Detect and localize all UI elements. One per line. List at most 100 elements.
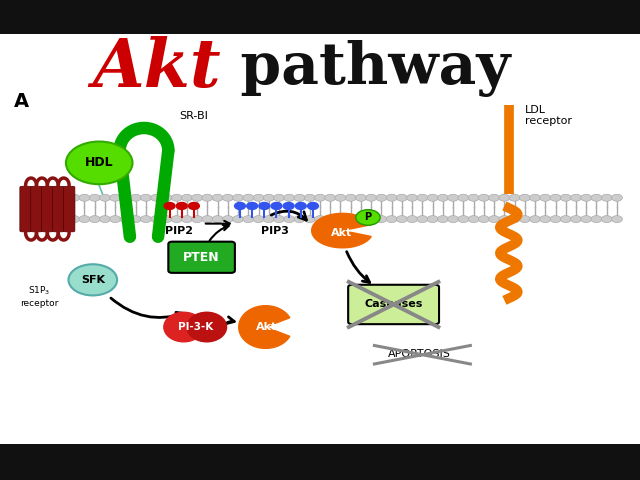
Text: pathway: pathway (220, 40, 510, 97)
Circle shape (253, 194, 264, 201)
Circle shape (304, 216, 315, 223)
Circle shape (529, 216, 540, 223)
Circle shape (100, 216, 111, 223)
Circle shape (550, 216, 561, 223)
Circle shape (223, 216, 233, 223)
Circle shape (366, 194, 376, 201)
Circle shape (489, 216, 500, 223)
FancyBboxPatch shape (348, 285, 439, 324)
Circle shape (90, 216, 100, 223)
Circle shape (100, 194, 111, 201)
Text: A: A (14, 93, 29, 111)
Circle shape (346, 194, 356, 201)
Circle shape (182, 216, 193, 223)
Circle shape (59, 216, 69, 223)
Circle shape (151, 216, 162, 223)
Circle shape (188, 203, 200, 209)
Polygon shape (312, 213, 371, 248)
Circle shape (335, 194, 346, 201)
Circle shape (68, 264, 117, 295)
Circle shape (417, 216, 428, 223)
Text: SFK: SFK (81, 275, 105, 285)
Circle shape (90, 194, 100, 201)
Circle shape (274, 216, 285, 223)
Circle shape (366, 216, 376, 223)
Text: S1P$_3$
receptor: S1P$_3$ receptor (20, 285, 59, 308)
Circle shape (192, 216, 203, 223)
Circle shape (177, 203, 188, 209)
Circle shape (479, 216, 490, 223)
Circle shape (468, 216, 479, 223)
Circle shape (479, 194, 490, 201)
Circle shape (192, 194, 203, 201)
Circle shape (234, 203, 246, 209)
Text: HDL: HDL (85, 156, 113, 169)
Circle shape (612, 194, 623, 201)
Circle shape (346, 216, 356, 223)
Circle shape (69, 194, 80, 201)
Circle shape (264, 194, 275, 201)
Circle shape (468, 194, 479, 201)
Circle shape (397, 216, 408, 223)
Circle shape (509, 216, 520, 223)
Circle shape (202, 194, 212, 201)
Circle shape (141, 216, 152, 223)
Text: Akt: Akt (330, 228, 352, 238)
Circle shape (417, 194, 428, 201)
Circle shape (164, 203, 175, 209)
Circle shape (458, 216, 468, 223)
Circle shape (284, 216, 294, 223)
Circle shape (428, 194, 438, 201)
Circle shape (79, 194, 90, 201)
Circle shape (264, 216, 275, 223)
Circle shape (387, 216, 397, 223)
Circle shape (571, 194, 582, 201)
Text: PIP2: PIP2 (165, 226, 193, 236)
Circle shape (314, 194, 326, 201)
Circle shape (253, 216, 264, 223)
Circle shape (489, 194, 500, 201)
Circle shape (161, 194, 172, 201)
Circle shape (182, 194, 193, 201)
Circle shape (324, 194, 336, 201)
Circle shape (356, 216, 367, 223)
Circle shape (529, 194, 540, 201)
Circle shape (540, 194, 550, 201)
Circle shape (120, 194, 131, 201)
Circle shape (59, 194, 69, 201)
Circle shape (407, 216, 418, 223)
Text: Akt: Akt (93, 36, 221, 101)
Text: P: P (364, 213, 372, 222)
FancyBboxPatch shape (42, 186, 53, 232)
Circle shape (519, 216, 530, 223)
FancyBboxPatch shape (52, 186, 64, 232)
Circle shape (324, 216, 336, 223)
Circle shape (561, 194, 572, 201)
Text: LDL
receptor: LDL receptor (525, 105, 572, 127)
Circle shape (212, 216, 223, 223)
Circle shape (79, 216, 90, 223)
Circle shape (438, 194, 448, 201)
Circle shape (295, 203, 306, 209)
Circle shape (387, 194, 397, 201)
Ellipse shape (187, 312, 227, 342)
Circle shape (438, 216, 448, 223)
Text: SR-BI: SR-BI (179, 111, 208, 120)
Circle shape (223, 194, 233, 201)
Circle shape (131, 194, 141, 201)
Circle shape (448, 216, 458, 223)
Text: PI-3-K: PI-3-K (177, 322, 213, 332)
Circle shape (247, 203, 258, 209)
Circle shape (151, 194, 162, 201)
Circle shape (172, 194, 182, 201)
Circle shape (110, 194, 120, 201)
FancyBboxPatch shape (20, 186, 31, 232)
Circle shape (284, 194, 294, 201)
Circle shape (356, 210, 380, 225)
Circle shape (243, 216, 253, 223)
Circle shape (499, 194, 510, 201)
FancyBboxPatch shape (31, 186, 42, 232)
Text: PTEN: PTEN (183, 251, 220, 264)
Circle shape (304, 194, 315, 201)
Circle shape (591, 216, 602, 223)
